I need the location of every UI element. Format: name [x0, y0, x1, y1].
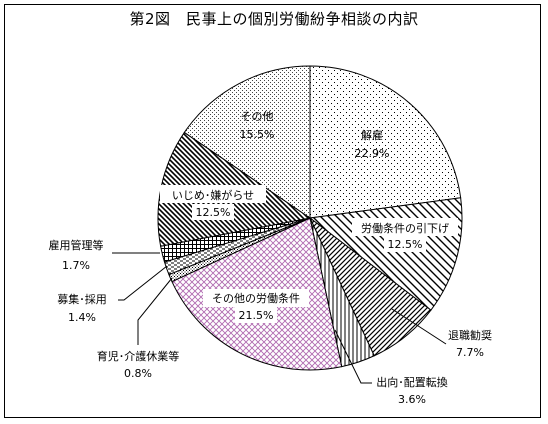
slice-value-ijime: 12.5% [196, 206, 231, 219]
chart-title: 第2図 民事上の個別労働紛争相談の内訳 [129, 10, 419, 28]
slice-value-taishoku: 7.7% [456, 346, 484, 359]
slice-value-sonota-rodo: 21.5% [239, 309, 274, 322]
slice-value-sonota: 15.5% [240, 128, 275, 141]
slice-label-ijime: いじめ･嫌がらせ [172, 188, 254, 202]
pie-labels: 解雇 22.9% 労働条件の引下げ 12.5% 退職勧奨 7.7% 出向･配置転… [49, 110, 493, 406]
slice-label-sonota: その他 [241, 110, 274, 123]
slice-value-shukko: 3.6% [398, 393, 426, 406]
label-box-ijime [160, 185, 266, 203]
slice-value-ikuji: 0.8% [124, 367, 152, 380]
leader-line-ikuji [137, 277, 173, 345]
pie-slice-9 [183, 65, 311, 219]
slice-label-sonota-rodo: その他の労働条件 [212, 291, 300, 305]
leader-line-taishoku [391, 308, 447, 345]
slice-label-hikisage: 労働条件の引下げ [361, 221, 449, 235]
pie-slice-0 [309, 65, 462, 219]
leader-line-boshu [118, 265, 168, 301]
slice-value-hikisage: 12.5% [388, 238, 423, 251]
slice-label-ikuji: 育児･介護休業等 [97, 349, 180, 363]
slice-label-koyo: 雇用管理等 [49, 238, 104, 252]
slice-label-shukko: 出向･配置転換 [376, 375, 448, 389]
slice-label-kaiko: 解雇 [361, 128, 383, 142]
label-box-sonota-rodo [203, 289, 309, 307]
slice-label-taishoku: 退職勧奨 [448, 328, 492, 342]
slice-value-boshu: 1.4% [68, 311, 96, 324]
slice-value-koyo: 1.7% [62, 259, 90, 272]
slice-value-kaiko: 22.9% [355, 147, 390, 160]
value-box-sonota-rodo [235, 307, 277, 323]
slice-label-boshu: 募集･採用 [57, 292, 107, 306]
value-box-hikisage [384, 236, 426, 252]
label-box-hikisage [352, 218, 458, 236]
value-box-ijime [192, 204, 234, 220]
leader-line-shukko [334, 329, 372, 384]
